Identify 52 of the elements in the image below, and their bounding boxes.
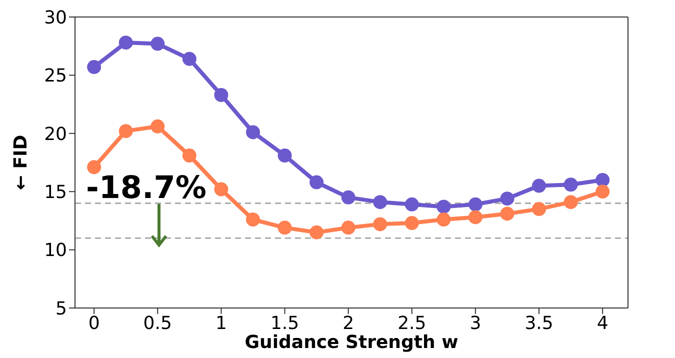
point [596, 172, 610, 187]
point [278, 220, 292, 235]
point [468, 197, 482, 212]
point [87, 160, 102, 174]
point [310, 175, 324, 190]
x-axis-title: Guidance Strength w [244, 332, 458, 353]
x-tick-label: 2.5 [398, 312, 426, 334]
x-tick-label: 0.5 [143, 312, 172, 334]
point [532, 202, 546, 216]
y-tick-label: 30 [44, 7, 67, 28]
y-axis-title: ← FID [10, 134, 32, 190]
x-tick-label: 2 [342, 312, 354, 334]
point [150, 119, 165, 134]
point [596, 184, 610, 199]
y-tick-label: 5 [56, 298, 67, 320]
point [182, 52, 196, 66]
y-tick-label: 15 [44, 182, 67, 203]
point [341, 190, 356, 204]
point [246, 125, 260, 140]
point [341, 220, 356, 235]
point [564, 195, 578, 210]
point [373, 195, 388, 210]
x-tick-label: 3 [470, 312, 482, 334]
y-tick-label: 20 [44, 124, 67, 145]
point [468, 210, 482, 224]
point [404, 197, 419, 212]
x-tick-label: 1.5 [270, 312, 300, 334]
point [373, 217, 388, 232]
point [564, 178, 578, 192]
point [436, 200, 451, 214]
x-tick-label: 4 [596, 312, 608, 334]
point [150, 36, 165, 51]
point [118, 36, 133, 50]
annotation: -18.7% [86, 170, 206, 206]
point [404, 216, 419, 230]
point [500, 192, 514, 206]
point [214, 88, 228, 102]
point [87, 60, 102, 74]
point [310, 225, 324, 240]
x-tick-label: 3.5 [524, 312, 554, 334]
point [246, 212, 260, 227]
point [436, 212, 451, 227]
point [500, 206, 514, 221]
point [278, 148, 292, 163]
x-tick-label: 1 [215, 312, 227, 334]
point [118, 124, 133, 138]
point [214, 182, 228, 196]
y-tick-label: 25 [44, 66, 67, 87]
point [182, 148, 196, 163]
x-tick-label: 0 [88, 312, 100, 334]
point [532, 178, 546, 193]
y-tick-label: 10 [44, 240, 67, 262]
